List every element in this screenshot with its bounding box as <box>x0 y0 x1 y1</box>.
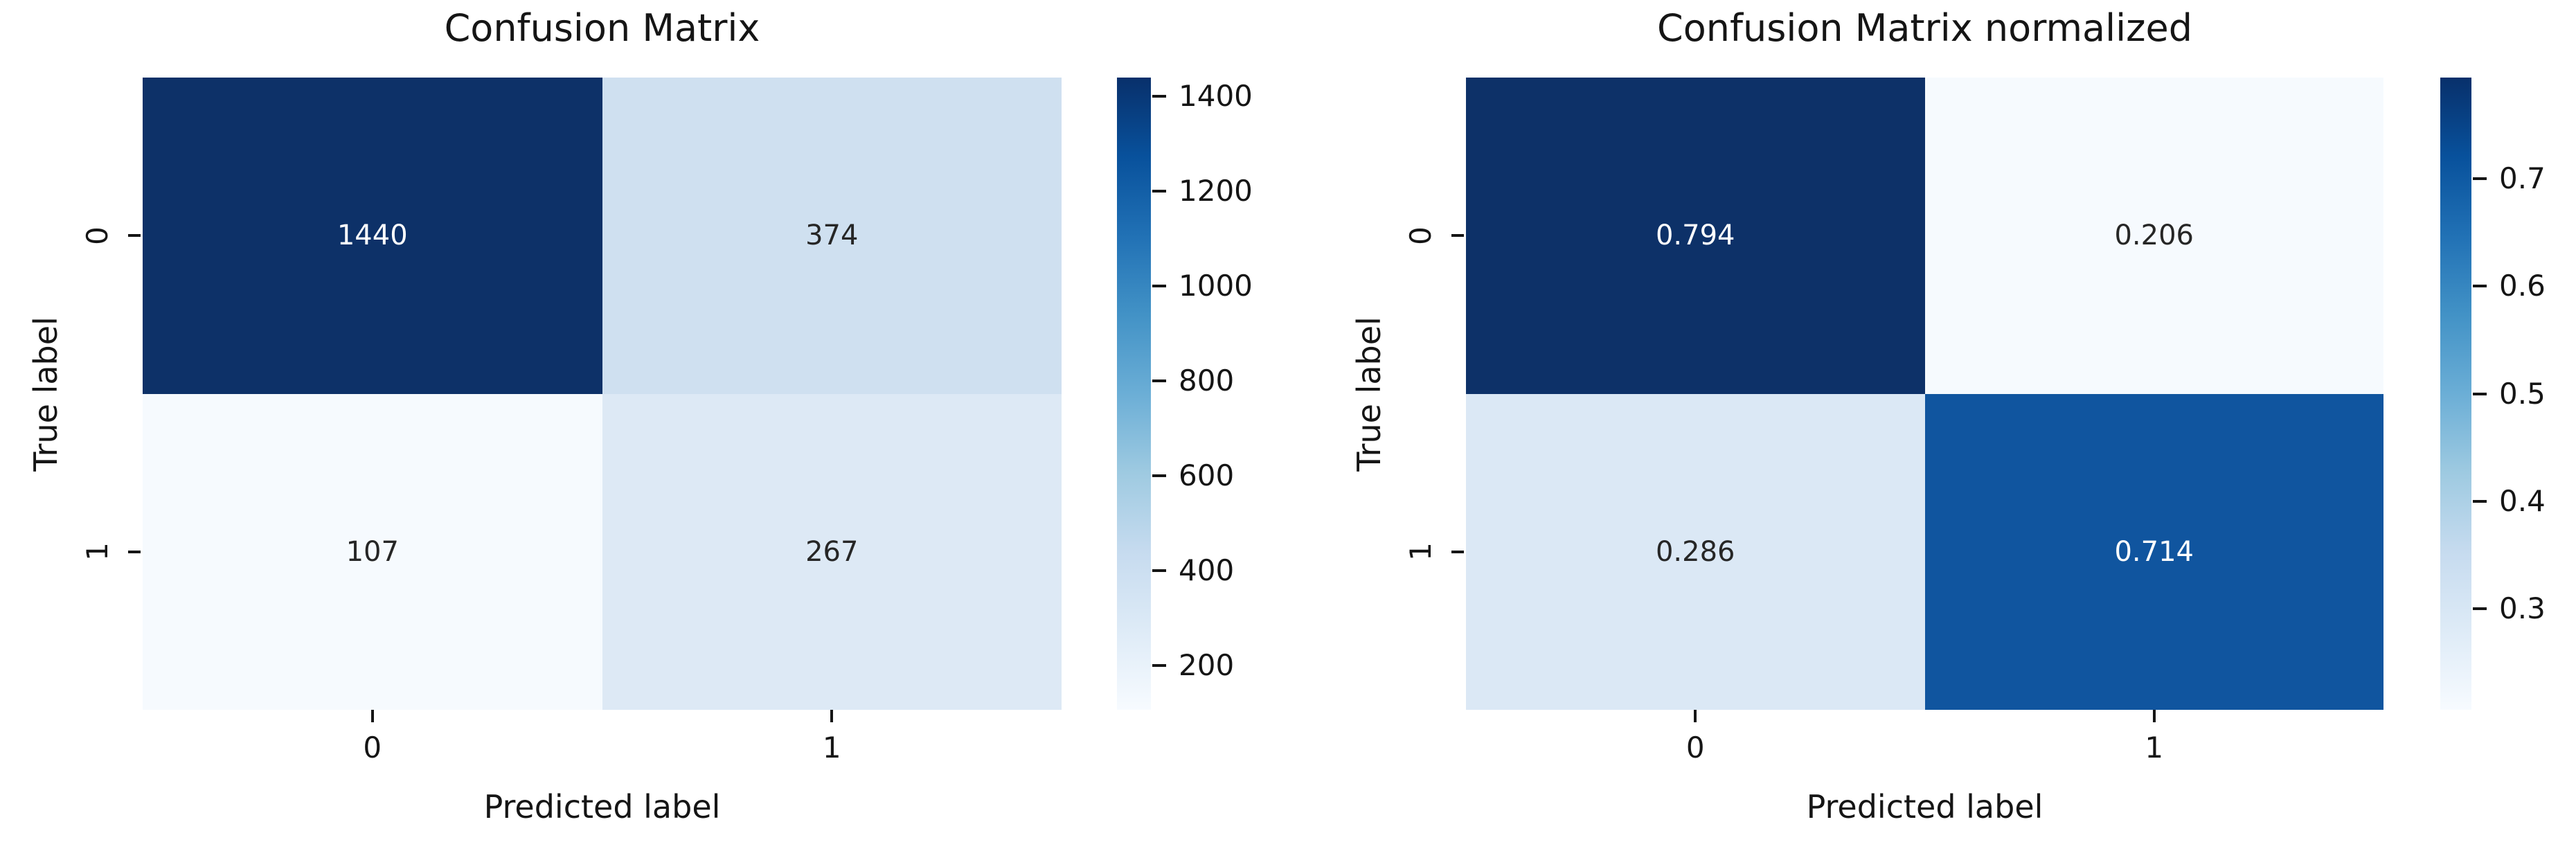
cell-value: 267 <box>805 535 859 568</box>
y-axis-label-box: True label <box>1348 78 1390 710</box>
chart-title: Confusion Matrix normalized <box>1656 6 2192 50</box>
colorbar-tick-label: 0.3 <box>2499 591 2546 626</box>
colorbar-tick-mark <box>1152 285 1166 288</box>
colorbar-tick-label: 200 <box>1179 648 1235 683</box>
heatmap-plot: 0.794 0.206 0.286 0.714 <box>1466 78 2383 710</box>
y-tick-label: 1 <box>76 531 118 573</box>
y-tick-label: 1 <box>1399 531 1441 573</box>
colorbar-tick-label: 1400 <box>1179 79 1253 114</box>
y-tick-mark <box>1451 234 1464 238</box>
x-tick-label: 1 <box>822 731 841 765</box>
colorbar-tick-label: 0.7 <box>2499 161 2546 195</box>
y-axis-label-box: True label <box>25 78 66 710</box>
heatmap-cell: 267 <box>602 393 1062 710</box>
x-axis-label: Predicted label <box>483 788 721 825</box>
cell-value: 0.206 <box>2114 220 2194 252</box>
cell-value: 0.714 <box>2114 535 2194 568</box>
y-tick-label-text: 0 <box>1403 226 1438 245</box>
heatmap-cell: 107 <box>143 393 602 710</box>
y-axis-label: True label <box>1350 316 1388 472</box>
y-axis-label: True label <box>27 316 65 472</box>
colorbar-tick-mark <box>1152 190 1166 193</box>
chart-title: Confusion Matrix <box>444 6 760 50</box>
colorbar-tick-mark <box>1152 95 1166 98</box>
heatmap-cell: 1440 <box>143 78 602 394</box>
colorbar-tick-label: 600 <box>1179 458 1235 493</box>
y-tick-label-text: 1 <box>1403 542 1438 562</box>
colorbar-tick-mark <box>1152 664 1166 668</box>
colorbar <box>2440 78 2471 710</box>
x-tick-mark <box>370 710 374 722</box>
colorbar-tick-label: 1200 <box>1179 174 1253 208</box>
colorbar-tick-mark <box>1152 474 1166 478</box>
heatmap-cell: 0.286 <box>1466 393 1925 710</box>
y-tick-mark <box>1451 550 1464 553</box>
cell-value: 107 <box>346 535 399 568</box>
cell-value: 0.794 <box>1655 220 1735 252</box>
x-tick-mark <box>1694 710 1697 722</box>
cell-value: 1440 <box>337 220 408 252</box>
y-tick-label: 0 <box>76 215 118 256</box>
y-tick-mark <box>128 234 141 238</box>
y-tick-label: 0 <box>1399 215 1441 256</box>
heatmap-plot: 1440 374 107 267 <box>143 78 1062 710</box>
colorbar-tick-label: 0.6 <box>2499 269 2546 303</box>
colorbar-tick-label: 400 <box>1179 553 1235 588</box>
colorbar-tick-label: 0.4 <box>2499 483 2546 518</box>
y-tick-mark <box>128 550 141 553</box>
heatmap-cell: 374 <box>602 78 1062 394</box>
colorbar-tick-mark <box>1152 379 1166 383</box>
heatmap-cell: 0.206 <box>1924 78 2383 394</box>
colorbar-tick-label: 0.5 <box>2499 376 2546 411</box>
x-tick-label: 0 <box>363 731 382 765</box>
x-axis-label: Predicted label <box>1806 788 2043 825</box>
heatmap-cell: 0.714 <box>1924 393 2383 710</box>
colorbar-tick-mark <box>2473 607 2487 611</box>
colorbar-tick-mark <box>2473 392 2487 395</box>
x-tick-label: 1 <box>2145 731 2164 765</box>
colorbar-tick-label: 1000 <box>1179 269 1253 303</box>
cell-value: 0.286 <box>1655 535 1735 568</box>
cell-value: 374 <box>805 220 859 252</box>
colorbar-tick-mark <box>2473 285 2487 288</box>
x-tick-mark <box>2152 710 2156 722</box>
colorbar <box>1117 78 1151 710</box>
colorbar-tick-mark <box>1152 569 1166 573</box>
heatmap-cell: 0.794 <box>1466 78 1925 394</box>
colorbar-tick-mark <box>2473 499 2487 503</box>
x-tick-label: 0 <box>1685 731 1705 765</box>
y-tick-label-text: 0 <box>80 226 114 245</box>
colorbar-tick-mark <box>2473 177 2487 180</box>
x-tick-mark <box>830 710 834 722</box>
y-tick-label-text: 1 <box>80 542 114 562</box>
colorbar-tick-label: 800 <box>1179 364 1235 398</box>
